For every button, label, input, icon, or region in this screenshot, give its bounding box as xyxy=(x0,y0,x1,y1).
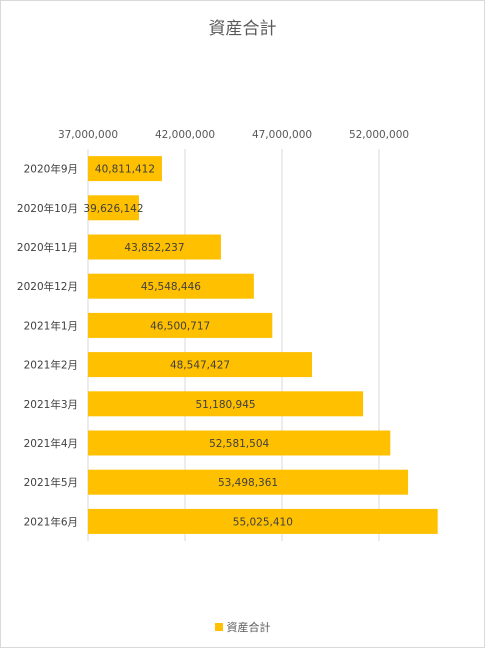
category-label: 2020年11月 xyxy=(17,241,78,254)
category-label: 2021年4月 xyxy=(24,437,78,450)
category-label: 2020年9月 xyxy=(24,163,78,176)
data-label: 48,547,427 xyxy=(170,360,230,372)
bar xyxy=(88,352,313,378)
data-label: 39,626,142 xyxy=(83,203,143,215)
data-label: 52,581,504 xyxy=(209,438,269,450)
category-label: 2021年3月 xyxy=(24,398,78,411)
x-tick-label: 42,000,000 xyxy=(155,129,215,141)
bar xyxy=(88,312,273,338)
category-label: 2021年5月 xyxy=(24,476,78,489)
data-label: 40,811,412 xyxy=(95,164,155,176)
data-label: 51,180,945 xyxy=(195,399,255,411)
bar xyxy=(88,234,221,260)
x-tick-label: 52,000,000 xyxy=(349,129,409,141)
bar xyxy=(88,391,364,417)
chart-title: 資産合計 xyxy=(208,19,277,39)
bar xyxy=(88,156,162,182)
bar xyxy=(88,508,438,534)
category-label: 2021年6月 xyxy=(24,515,78,528)
legend-label: 資産合計 xyxy=(226,621,271,634)
category-label: 2021年2月 xyxy=(24,359,78,372)
legend: 資産合計 xyxy=(1,619,484,635)
bar xyxy=(88,430,391,456)
data-label: 45,548,446 xyxy=(141,281,201,293)
legend-swatch xyxy=(214,623,223,631)
category-label: 2020年12月 xyxy=(17,280,78,293)
bar xyxy=(88,273,254,299)
x-tick-label: 47,000,000 xyxy=(252,129,312,141)
bar xyxy=(88,469,409,495)
category-label: 2021年1月 xyxy=(24,319,78,332)
category-label: 2020年10月 xyxy=(17,202,78,215)
data-label: 46,500,717 xyxy=(150,320,210,332)
data-label: 55,025,410 xyxy=(233,516,293,528)
data-label: 53,498,361 xyxy=(218,477,278,489)
data-label: 43,852,237 xyxy=(124,242,184,254)
bar xyxy=(88,195,139,221)
x-tick-label: 37,000,000 xyxy=(58,129,118,141)
